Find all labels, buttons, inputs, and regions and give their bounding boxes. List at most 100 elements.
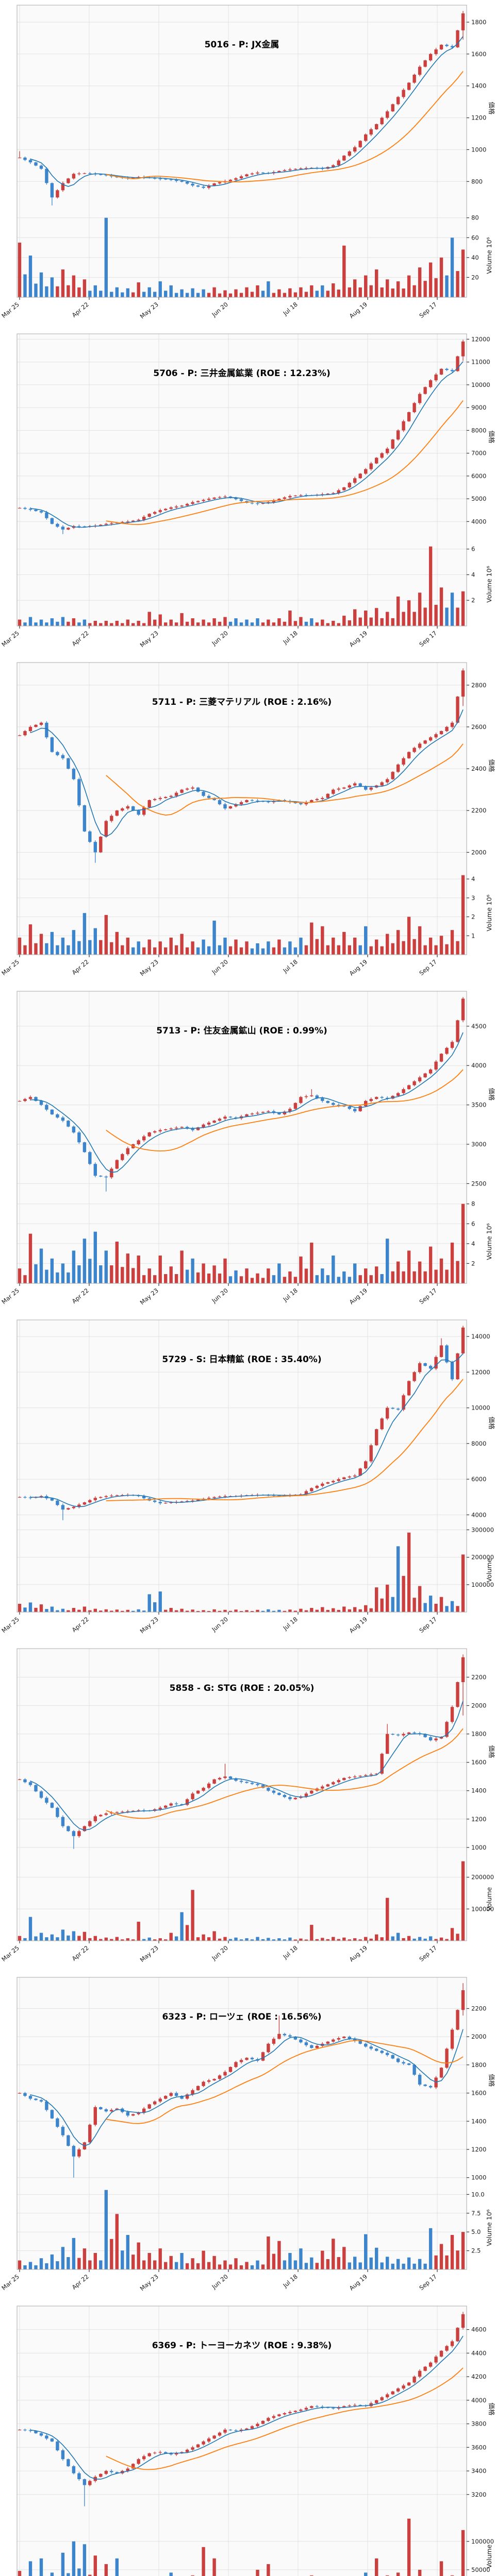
svg-text:2200: 2200 [471, 807, 486, 814]
plot-border [16, 2306, 467, 2576]
svg-text:8000: 8000 [471, 427, 486, 434]
svg-text:4000: 4000 [471, 1511, 486, 1518]
chart-title: 5016 - P: JX金属 [205, 39, 279, 50]
price-axis-label: 価格 [488, 1416, 495, 1430]
svg-text:5.0: 5.0 [471, 2228, 481, 2235]
short-ma-line [30, 36, 464, 187]
candlestick-chart-5729: 4000 6000 8000 10000 12000 14000 100000 200000 3… [0, 1315, 495, 1643]
svg-text:2000: 2000 [471, 849, 486, 856]
chart-title: 5729 - S: 日本精鉱 (ROE : 35.40%) [162, 1354, 321, 1365]
svg-text:12000: 12000 [471, 1368, 490, 1376]
svg-text:3400: 3400 [471, 2467, 486, 2475]
candlesticks [18, 1654, 465, 1849]
svg-text:200000: 200000 [471, 1874, 494, 1881]
svg-text:4500: 4500 [471, 1023, 486, 1030]
gridlines [17, 2306, 467, 2576]
long-ma-line [106, 400, 464, 526]
price-axis-label: 価格 [488, 430, 495, 444]
gridlines [17, 334, 467, 626]
candlestick-chart-6323: 1000 1200 1400 1600 1800 2000 2200 2.5 5.0 7.5 10.… [0, 1972, 495, 2301]
short-ma-line [30, 1701, 464, 1831]
candlesticks [18, 997, 465, 1192]
price-axis-label: 価格 [488, 101, 495, 115]
plot-background [17, 991, 467, 1283]
svg-text:3800: 3800 [471, 2420, 486, 2428]
short-ma-line [30, 2335, 464, 2480]
plot-background [17, 1977, 467, 2269]
svg-text:6000: 6000 [471, 1476, 486, 1483]
volume-bars [18, 2518, 465, 2576]
svg-text:40: 40 [471, 254, 479, 261]
volume-axis-label: Volume 10⁶ [485, 237, 493, 274]
svg-text:2800: 2800 [471, 682, 486, 689]
svg-text:2: 2 [471, 597, 475, 604]
svg-text:2: 2 [471, 1260, 475, 1267]
long-ma-line [106, 1069, 464, 1151]
svg-text:2000: 2000 [471, 1702, 486, 1709]
chart-title: 6369 - P: トーヨーカネツ (ROE : 9.38%) [152, 2341, 332, 2351]
svg-text:4200: 4200 [471, 2373, 486, 2380]
plot-border [16, 1977, 467, 2270]
candlestick-chart-5858: 1000 1200 1400 1600 1800 2000 2200 100000 200000… [0, 1643, 495, 1972]
price-axis-label: 価格 [488, 1088, 495, 1101]
axis-ticks: 3200 3400 3600 3800 4000 4200 4400 4600 50000 100… [467, 2326, 494, 2573]
candlesticks [18, 668, 465, 863]
chart-title: 5858 - G: STG (ROE : 20.05%) [170, 1683, 315, 1693]
svg-text:20: 20 [471, 274, 479, 281]
volume-bars [18, 1204, 465, 1283]
svg-text:4: 4 [471, 1240, 475, 1247]
svg-text:2: 2 [471, 913, 475, 921]
price-axis-label: 価格 [488, 2402, 495, 2416]
volume-bars [18, 2190, 465, 2269]
plot-background [17, 663, 467, 955]
plot-background [17, 2306, 467, 2576]
svg-text:2000: 2000 [471, 2033, 486, 2040]
plot-border [16, 333, 467, 626]
svg-text:10.0: 10.0 [471, 2191, 485, 2198]
gridlines [17, 663, 467, 955]
svg-text:10000: 10000 [471, 381, 490, 388]
svg-text:2200: 2200 [471, 1673, 486, 1681]
svg-text:100000: 100000 [471, 1905, 494, 1912]
plot-border [16, 1648, 467, 1941]
svg-text:1400: 1400 [471, 2117, 486, 2125]
short-ma-line [30, 2029, 464, 2147]
svg-text:1600: 1600 [471, 50, 486, 58]
volume-axis-label: Volume [485, 1887, 493, 1911]
svg-text:4600: 4600 [471, 2326, 486, 2333]
volume-axis-label: Volume 10⁶ [485, 1223, 493, 1260]
svg-text:50000: 50000 [471, 2566, 490, 2573]
candlesticks [18, 2312, 465, 2506]
svg-text:3: 3 [471, 894, 475, 902]
svg-text:2600: 2600 [471, 723, 486, 731]
plot-border [16, 991, 467, 1284]
volume-axis-label: Volume [485, 2544, 493, 2568]
svg-text:1800: 1800 [471, 2061, 486, 2069]
short-ma-line [30, 361, 464, 528]
svg-text:4: 4 [471, 875, 475, 883]
svg-text:5000: 5000 [471, 495, 486, 502]
price-axis-label: 価格 [488, 1745, 495, 1758]
long-ma-line [106, 2367, 464, 2470]
svg-text:2400: 2400 [471, 765, 486, 772]
svg-text:6: 6 [471, 1220, 475, 1227]
svg-text:7.5: 7.5 [471, 2210, 481, 2217]
gridlines [17, 1977, 467, 2269]
price-axis-label: 価格 [488, 759, 495, 772]
volume-bars [18, 1532, 465, 1612]
chart-title: 6323 - P: ローツェ (ROE : 16.56%) [162, 2012, 321, 2022]
svg-text:2500: 2500 [471, 1180, 486, 1187]
svg-text:1000: 1000 [471, 146, 486, 153]
svg-text:80: 80 [471, 214, 479, 222]
svg-text:2200: 2200 [471, 2005, 486, 2012]
svg-text:4000: 4000 [471, 1062, 486, 1069]
svg-text:100000: 100000 [471, 2538, 494, 2545]
plot-border [16, 5, 467, 298]
svg-text:9000: 9000 [471, 404, 486, 411]
gridlines [17, 1649, 467, 1941]
svg-text:12000: 12000 [471, 335, 490, 343]
svg-text:1000: 1000 [471, 1844, 486, 1851]
chart-title: 5706 - P: 三井金属鉱業 (ROE : 12.23%) [153, 368, 330, 379]
svg-text:8000: 8000 [471, 1440, 486, 1447]
